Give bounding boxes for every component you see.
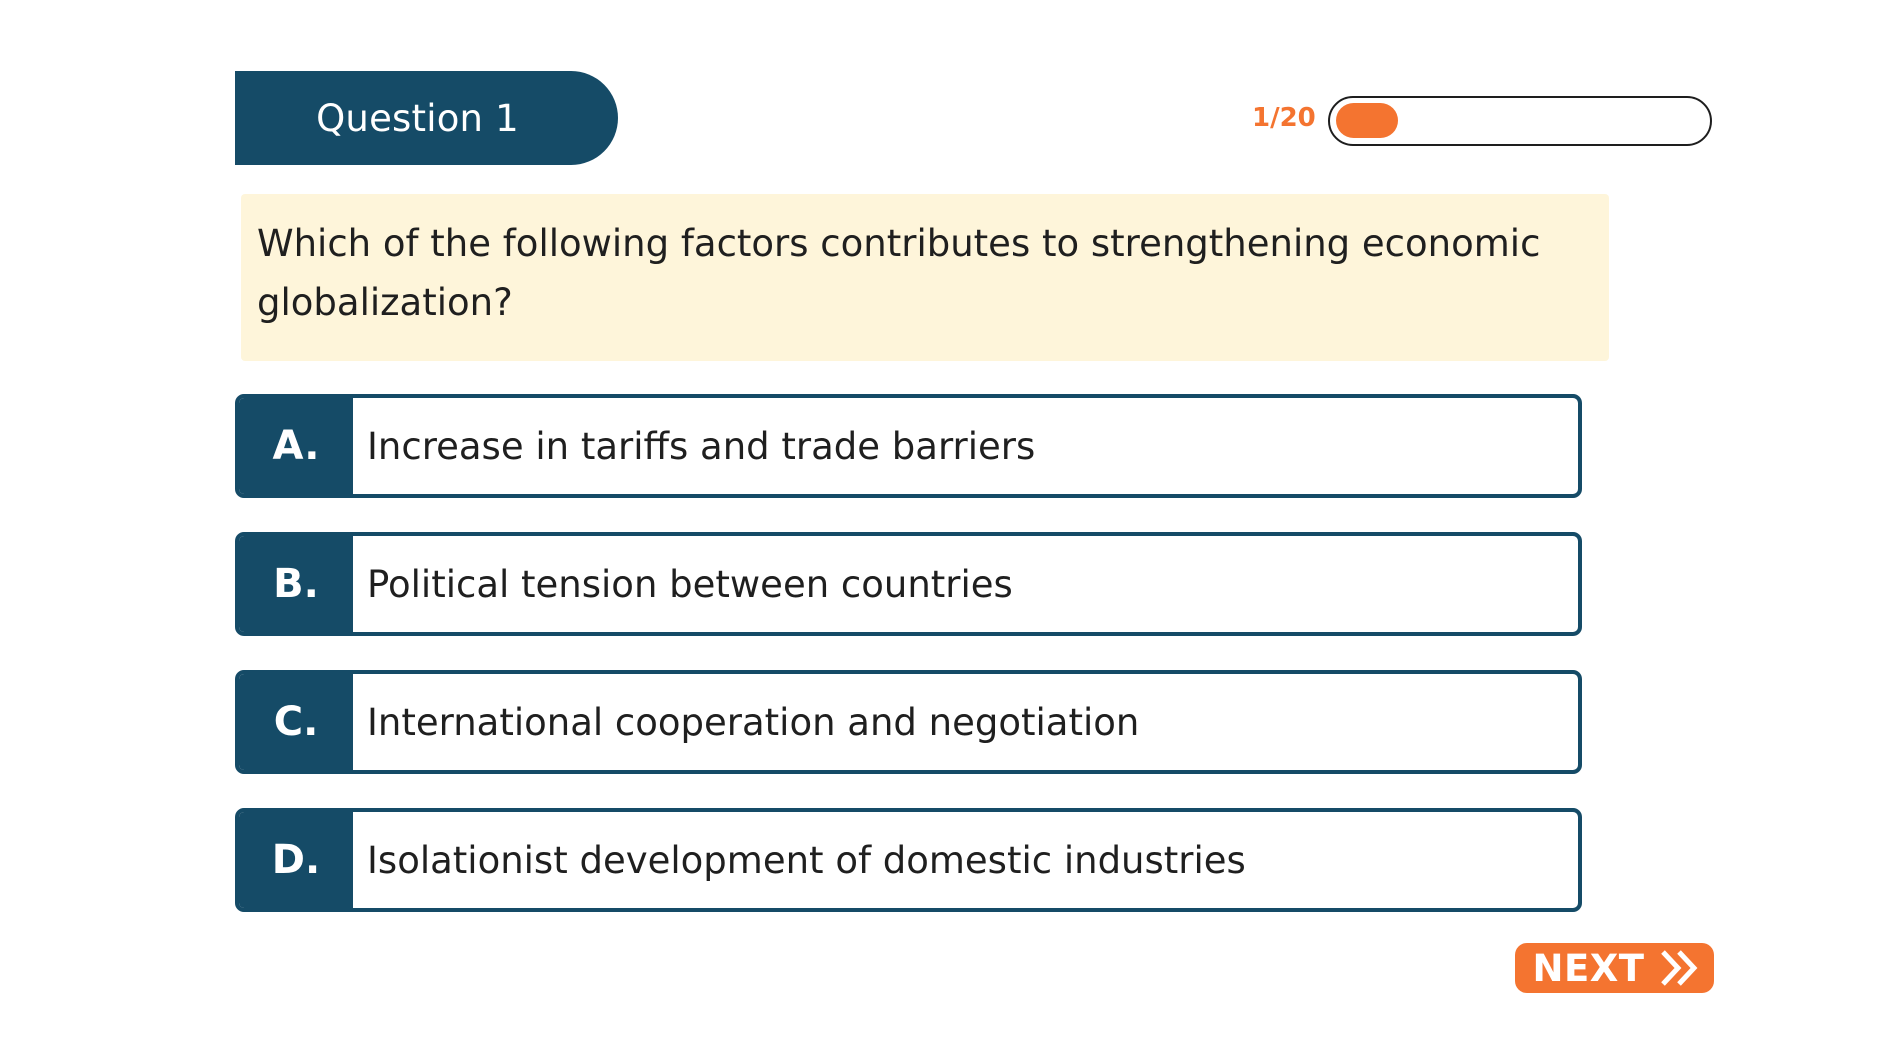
answer-option-a[interactable]: A. Increase in tariffs and trade barrier… [235,394,1582,498]
option-letter-badge: B. [239,536,353,632]
option-text: Isolationist development of domestic ind… [367,838,1246,882]
option-letter: A. [272,423,320,469]
progress-bar-fill [1336,103,1398,138]
double-chevron-right-icon [1659,948,1701,988]
option-letter: D. [271,837,321,883]
option-letter: C. [273,699,319,745]
option-text: International cooperation and negotiatio… [367,700,1140,744]
question-number-label: Question 1 [316,96,519,140]
question-panel: Which of the following factors contribut… [241,194,1609,361]
option-text: Political tension between countries [367,562,1013,606]
next-button[interactable]: NEXT [1515,943,1714,993]
option-letter-badge: D. [239,812,353,908]
next-button-label: NEXT [1532,946,1645,990]
progress-bar [1328,96,1712,146]
answer-option-b[interactable]: B. Political tension between countries [235,532,1582,636]
question-number-tab: Question 1 [235,71,618,165]
option-text: Increase in tariffs and trade barriers [367,424,1036,468]
question-text: Which of the following factors contribut… [257,222,1541,324]
progress-counter: 1/20 [1252,103,1316,133]
answer-option-d[interactable]: D. Isolationist development of domestic … [235,808,1582,912]
answer-option-c[interactable]: C. International cooperation and negotia… [235,670,1582,774]
option-letter-badge: C. [239,674,353,770]
option-letter: B. [273,561,319,607]
option-letter-badge: A. [239,398,353,494]
